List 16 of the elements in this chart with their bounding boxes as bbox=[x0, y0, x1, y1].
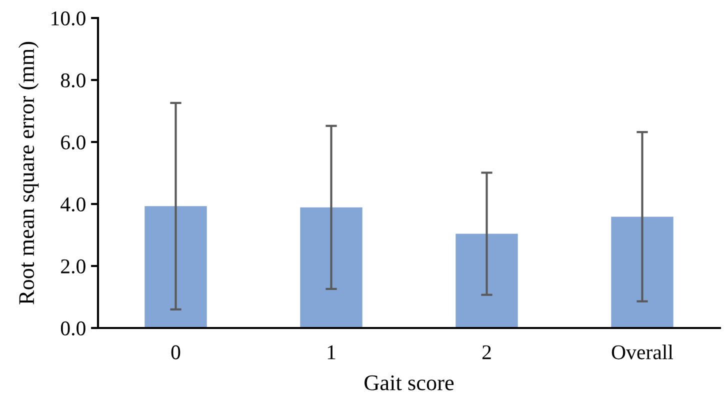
x-axis-title: Gait score bbox=[364, 375, 454, 390]
bar bbox=[611, 216, 674, 328]
y-axis-title: Root mean square error (mm) bbox=[18, 42, 39, 304]
x-tick-label: 2 bbox=[482, 345, 491, 360]
y-tick-label: 0.0 bbox=[60, 321, 86, 336]
bar bbox=[300, 207, 362, 328]
bar bbox=[456, 234, 518, 328]
y-tick-label: 6.0 bbox=[61, 135, 86, 150]
x-tick-label: 1 bbox=[328, 345, 336, 360]
x-tick-label: 0 bbox=[171, 345, 180, 360]
y-tick-label: 8.0 bbox=[60, 73, 86, 88]
y-tick-label: 10.0 bbox=[52, 11, 86, 26]
bar bbox=[144, 206, 207, 328]
y-tick-label: 4.0 bbox=[60, 197, 86, 212]
y-tick-label: 2.0 bbox=[61, 259, 86, 274]
x-tick-label: Overall bbox=[612, 344, 674, 360]
